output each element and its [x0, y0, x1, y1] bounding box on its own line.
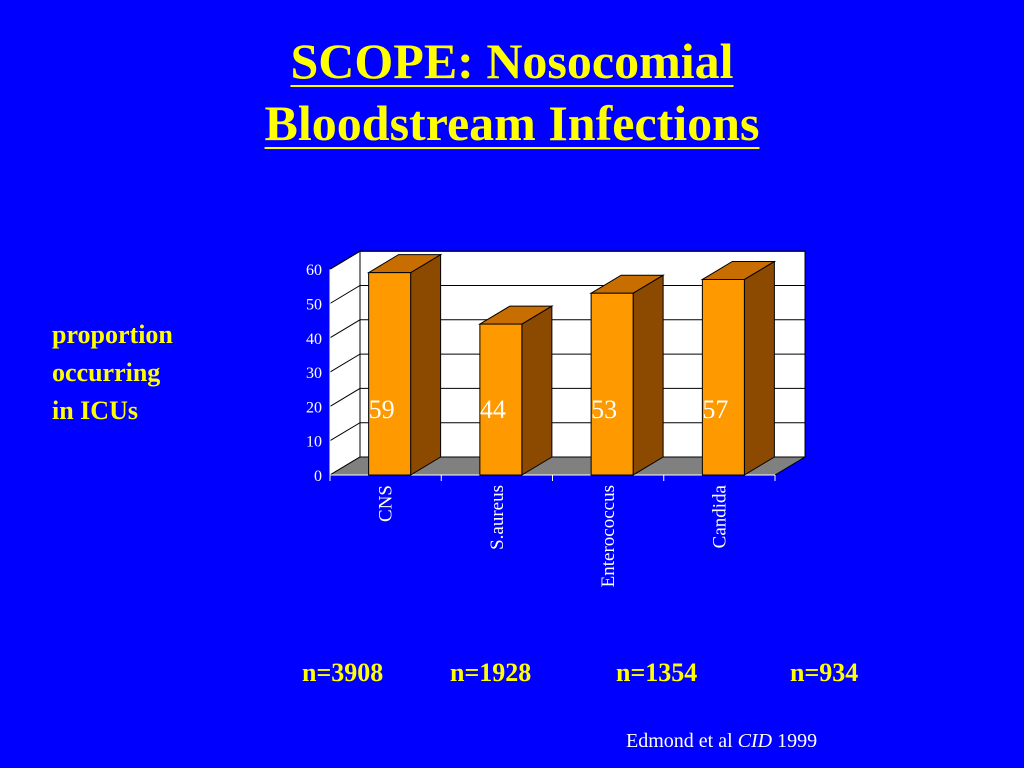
title-line-1: SCOPE: Nosocomial [290, 33, 734, 89]
y-tick-label: 50 [306, 297, 322, 314]
bar-side [521, 305, 553, 476]
side-label-line-3: in ICUs [52, 396, 138, 425]
y-tick-label: 10 [306, 434, 322, 451]
citation: Edmond et al CID 1999 [626, 730, 817, 753]
bar-data-label: 53 [591, 395, 617, 424]
bar [701, 278, 745, 476]
bar-data-label: 57 [702, 395, 728, 424]
x-category-label: S.aureus [487, 485, 508, 550]
gridline [329, 250, 805, 270]
side-label-line-2: occurring [52, 358, 161, 387]
bar [479, 323, 523, 476]
side-label-line-1: proportion [52, 320, 173, 349]
y-tick-label: 60 [306, 262, 322, 279]
title-line-2: Bloodstream Infections [264, 95, 760, 151]
y-tick-label: 0 [314, 468, 322, 485]
slide-title: SCOPE: Nosocomial Bloodstream Infections [0, 30, 1024, 154]
bar-side [632, 274, 664, 476]
y-tick-label: 30 [306, 365, 322, 382]
bar [590, 292, 634, 476]
y-tick-label: 20 [306, 399, 322, 416]
y-axis-side-label: proportion occurring in ICUs [52, 316, 173, 430]
bar-data-label: 44 [480, 395, 506, 424]
bar-data-label: 59 [369, 395, 395, 424]
bar-side [743, 260, 775, 476]
x-category-label: Enterococcus [598, 485, 619, 587]
bar-side [410, 253, 442, 476]
n-count-enterococcus: n=1354 [616, 658, 698, 687]
n-count-saureus: n=1928 [450, 658, 532, 687]
citation-year: 1999 [777, 730, 818, 752]
n-count-cns: n=3908 [302, 658, 384, 687]
bar [368, 272, 412, 476]
n-count-candida: n=934 [790, 658, 859, 687]
citation-authors: Edmond et al [626, 730, 733, 752]
x-category-label: CNS [376, 485, 397, 522]
x-category-label: Candida [709, 484, 730, 548]
y-tick-label: 40 [306, 331, 322, 348]
citation-journal: CID [737, 730, 773, 752]
